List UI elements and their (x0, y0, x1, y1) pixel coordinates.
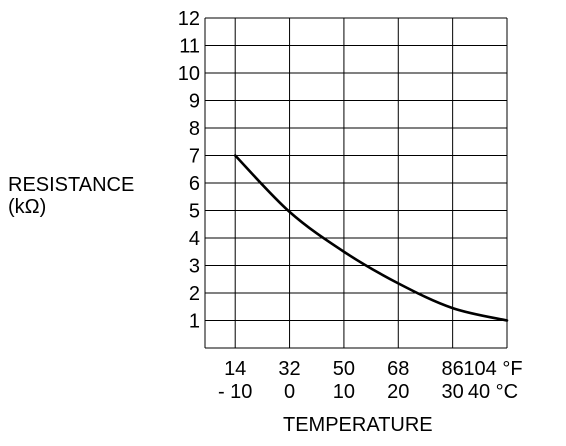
x-tick-label-c: 30 (442, 381, 464, 403)
y-tick-label: 2 (189, 283, 200, 305)
x-tick-label-f: 14 (224, 358, 246, 380)
resistance-curve (233, 154, 509, 322)
y-axis-label: RESISTANCE (kΩ) (8, 174, 134, 218)
grid (204, 17, 508, 349)
x-tick-label-f: 32 (278, 358, 300, 380)
y-axis-label-line1: RESISTANCE (8, 174, 135, 196)
y-tick-label: 5 (189, 201, 200, 223)
y-tick-label: 4 (189, 228, 200, 250)
x-tick-label-f: 68 (387, 358, 409, 380)
y-axis-label-line2: (kΩ) (8, 196, 47, 218)
y-tick-label: 6 (189, 173, 200, 195)
y-tick-label: 1 (189, 311, 200, 333)
x-axis-label: TEMPERATURE (283, 414, 433, 436)
x-tick-label-c: 20 (387, 381, 409, 403)
y-tick-label: 7 (189, 146, 200, 168)
x-tick-label-c: 0 (284, 381, 295, 403)
y-tick-label: 12 (178, 8, 200, 30)
x-tick-label-c: 40 °C (468, 381, 518, 403)
x-tick-label-c: 10 (333, 381, 355, 403)
x-tick-label-c: - 10 (218, 381, 252, 403)
x-tick-label-f: 86 (442, 358, 464, 380)
y-tick-label: 11 (179, 36, 200, 58)
x-tick-label-f: 104 °F (463, 358, 522, 380)
y-tick-label: 10 (178, 63, 200, 85)
x-tick-label-f: 50 (333, 358, 355, 380)
y-tick-label: 9 (189, 91, 200, 113)
y-tick-label: 8 (189, 118, 200, 140)
y-tick-label: 3 (189, 256, 200, 278)
